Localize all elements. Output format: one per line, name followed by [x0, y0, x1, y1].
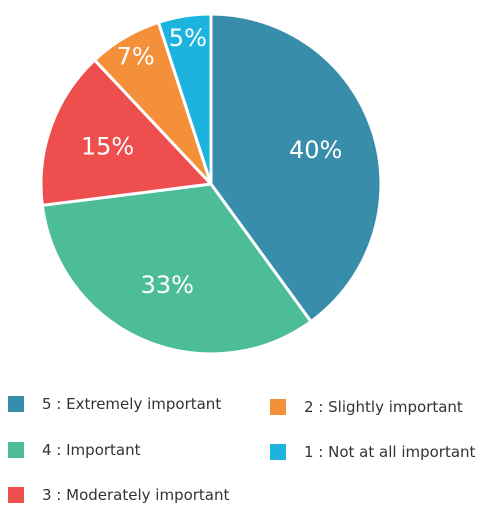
- pie-slice-labels: 40% 33% 15% 7% 5%: [81, 24, 342, 299]
- legend-label-important: 4 : Important: [42, 441, 141, 459]
- pie-slice-moderately-important: [39, 58, 213, 207]
- legend-item-extremely-important: 5 : Extremely important: [8, 393, 221, 415]
- slice-value-label-extremely-important: 40%: [289, 136, 342, 164]
- legend-label-slightly-important: 2 : Slightly important: [304, 398, 463, 416]
- legend-swatch-important: [8, 442, 24, 458]
- slice-value-label-moderately-important: 15%: [81, 133, 134, 161]
- legend-item-important: 4 : Important: [8, 439, 141, 461]
- legend-swatch-extremely-important: [8, 396, 24, 412]
- slice-value-label-slightly-important: 7%: [117, 43, 155, 71]
- legend-item-slightly-important: 2 : Slightly important: [270, 396, 463, 418]
- legend-item-moderately-important: 3 : Moderately important: [8, 484, 229, 506]
- slice-value-label-important: 33%: [141, 271, 194, 299]
- slice-value-label-not-at-all-important: 5%: [169, 24, 207, 52]
- pie-slice-extremely-important: [209, 12, 383, 324]
- legend-label-not-at-all-important: 1 : Not at all important: [304, 443, 476, 461]
- pie-slices: [39, 12, 383, 356]
- pie-slice-important: [40, 182, 313, 356]
- legend-swatch-moderately-important: [8, 487, 24, 503]
- pie-chart: 40% 33% 15% 7% 5%: [39, 12, 383, 356]
- pie-slice-not-at-all-important: [156, 12, 213, 186]
- legend-item-not-at-all-important: 1 : Not at all important: [270, 441, 475, 463]
- legend-label-moderately-important: 3 : Moderately important: [42, 486, 230, 504]
- legend-swatch-not-at-all-important: [270, 444, 286, 460]
- legend-label-extremely-important: 5 : Extremely important: [42, 395, 222, 413]
- legend-swatch-slightly-important: [270, 399, 286, 415]
